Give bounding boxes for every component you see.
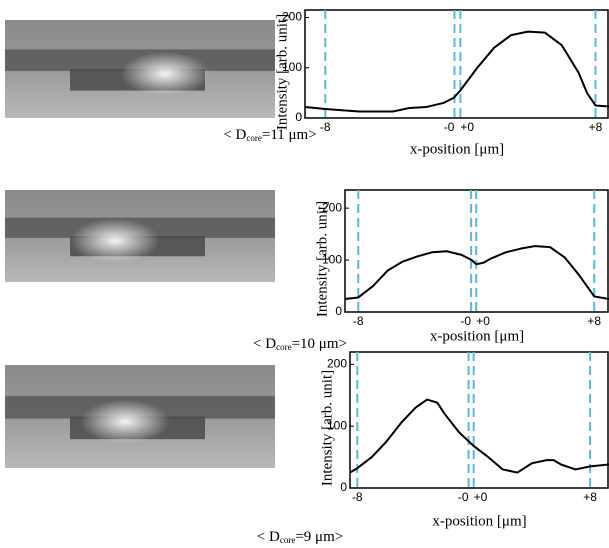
x-tick-label: +0 [474, 490, 488, 504]
x-axis-label: x-position [μm] [430, 328, 524, 344]
core-glow [120, 51, 210, 96]
x-axis-label: x-position [μm] [410, 141, 504, 157]
intensity-line [304, 30, 609, 113]
caption-subscript: core [246, 133, 262, 143]
x-tick-label: +8 [583, 490, 597, 504]
caption-subscript: core [276, 342, 292, 352]
y-tick-label: 100 [327, 418, 347, 432]
x-tick-label: +8 [587, 314, 601, 328]
y-tick-label: 0 [335, 304, 342, 318]
x-tick-label: +8 [589, 120, 603, 134]
caption-suffix: =10 μm> [292, 336, 347, 352]
caption-suffix: =11 μm> [262, 127, 317, 143]
caption: < Dcore=11 μm> [223, 127, 316, 143]
x-axis-label: x-position [μm] [432, 513, 526, 529]
caption-subscript: core [280, 535, 296, 545]
y-tick-label: 200 [327, 357, 347, 371]
x-tick-label: +0 [476, 314, 490, 328]
x-tick-label: -0 [458, 490, 469, 504]
caption-prefix: < D [223, 127, 246, 143]
y-tick-label: 100 [322, 252, 342, 266]
plot-frame [349, 351, 609, 489]
x-tick-label: -8 [353, 314, 364, 328]
y-tick-label: 200 [322, 200, 342, 214]
intensity-line [349, 398, 609, 474]
y-tick-label: 0 [295, 110, 302, 124]
plot-frame [304, 9, 609, 119]
y-axis-label: Intensity [arb. unit] [314, 201, 330, 317]
y-tick-label: 200 [282, 10, 302, 24]
x-tick-label: -0 [460, 314, 471, 328]
y-axis-label: Intensity [arb. unit] [319, 370, 335, 486]
y-tick-label: 0 [340, 480, 347, 494]
x-tick-label: -8 [352, 490, 363, 504]
caption: < Dcore=9 μm> [257, 529, 343, 545]
core-glow [80, 399, 170, 444]
caption-prefix: < D [253, 336, 276, 352]
caption-prefix: < D [257, 529, 280, 545]
x-tick-label: -0 [444, 120, 455, 134]
caption: < Dcore=10 μm> [253, 336, 347, 352]
y-tick-label: 100 [282, 60, 302, 74]
y-axis-label: Intensity [arb. unit] [274, 14, 290, 130]
x-tick-label: +0 [460, 120, 474, 134]
caption-suffix: =9 μm> [295, 529, 343, 545]
x-tick-label: -8 [320, 120, 331, 134]
intensity-line [344, 245, 609, 301]
core-glow [70, 218, 160, 263]
